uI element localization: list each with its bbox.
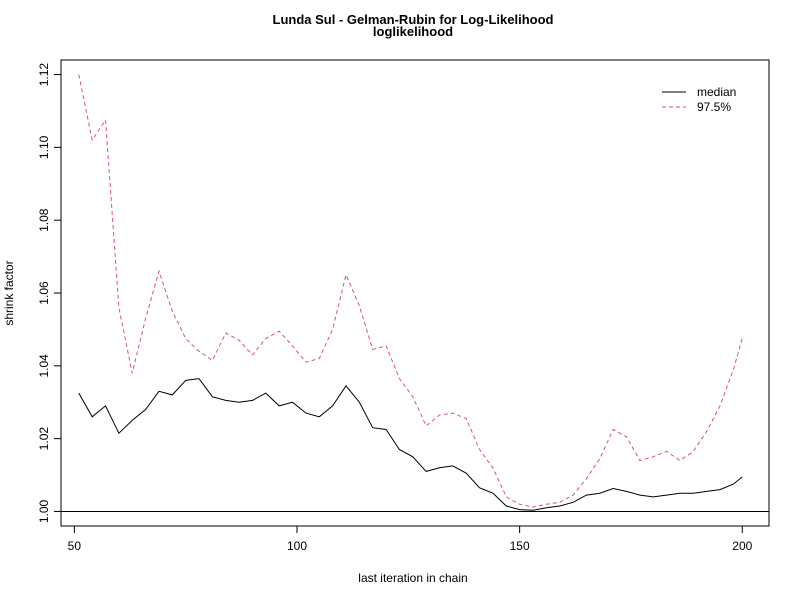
x-tick-label: 100 [287,539,307,553]
series-line-0 [78,378,743,511]
axis-ticks: 50 100 150 200 1.00 1.02 1.04 1.06 1.08 1.10 1.12 [37,63,753,553]
y-tick-label: 1.04 [37,354,51,378]
y-tick-label: 1.02 [37,427,51,451]
legend-label: median [697,85,736,99]
chart-subtitle: loglikelihood [373,24,453,39]
y-tick-label: 1.06 [37,281,51,305]
series-line-1 [78,74,743,508]
legend-label: 97.5% [697,100,731,114]
y-tick-label: 1.12 [37,63,51,87]
y-axis-label: shrink factor [2,260,16,325]
x-tick-label: 200 [732,539,752,553]
chart-title: Lunda Sul - Gelman-Rubin for Log-Likelih… [273,12,554,27]
y-tick-label: 1.08 [37,208,51,232]
x-tick-label: 150 [510,539,530,553]
x-tick-label: 50 [68,539,82,553]
plot-frame [60,59,770,527]
x-axis-label: last iteration in chain [358,571,467,585]
y-tick-label: 1.10 [37,135,51,159]
series-layer [78,74,743,511]
y-tick-label: 1.00 [37,499,51,523]
